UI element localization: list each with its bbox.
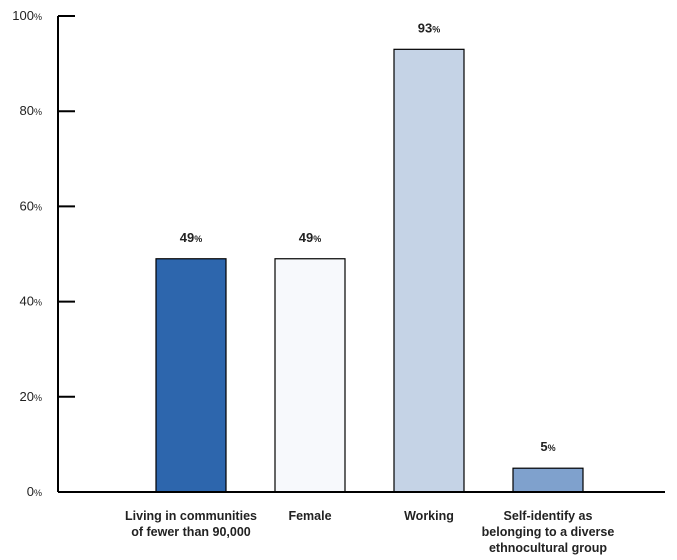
- category-label-1: Female: [288, 509, 331, 523]
- data-label-1: 49%: [299, 230, 321, 245]
- data-labels: 49% 49% 93% 5%: [180, 20, 556, 454]
- bar-1: [274, 258, 346, 493]
- data-label-3: 5%: [540, 439, 555, 454]
- category-label-0: Living in communities of fewer than 90,00…: [125, 509, 257, 539]
- y-tick-label-20: 20%: [20, 389, 42, 404]
- bar-3: [512, 467, 584, 493]
- bar-0: [155, 258, 227, 493]
- category-label-2: Working: [404, 509, 454, 523]
- y-tick-label-0: 0%: [27, 484, 42, 499]
- category-labels: Living in communities of fewer than 90,00…: [125, 509, 614, 555]
- data-label-0: 49%: [180, 230, 202, 245]
- bar-2: [393, 48, 465, 493]
- y-axis-ticks: 0% 20% 40% 60% 80% 100%: [12, 8, 75, 499]
- category-label-3: Self-identify as belonging to a diverse et…: [482, 509, 615, 555]
- bars: [155, 48, 584, 493]
- y-tick-label-100: 100%: [12, 8, 42, 23]
- y-tick-label-40: 40%: [20, 294, 42, 309]
- y-tick-label-60: 60%: [20, 198, 42, 213]
- y-tick-label-80: 80%: [20, 103, 42, 118]
- data-label-2: 93%: [418, 20, 440, 35]
